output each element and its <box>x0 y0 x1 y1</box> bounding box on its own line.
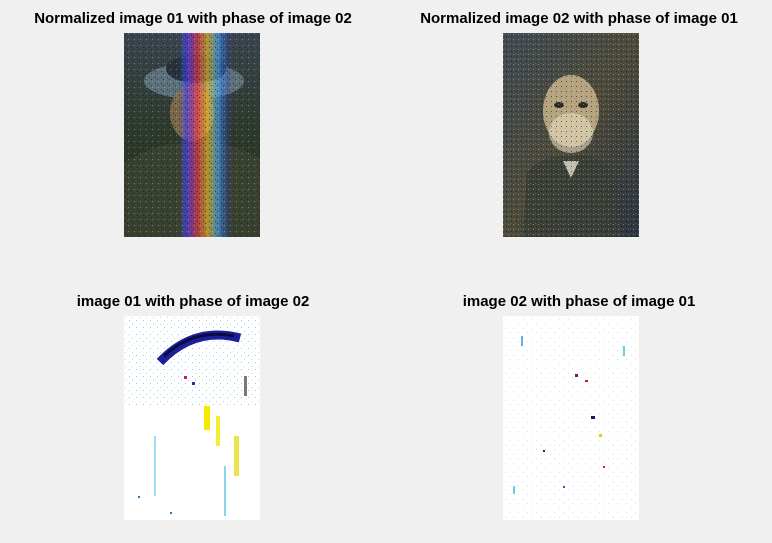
image-01-phase-02 <box>124 316 260 520</box>
subplot-image-02: image 02 with phase of image 01 <box>386 293 772 523</box>
subplot-normalized-image-02: Normalized image 02 with phase of image … <box>386 10 772 240</box>
subplot-title: Normalized image 02 with phase of image … <box>420 10 738 27</box>
subplot-title: image 02 with phase of image 01 <box>462 293 696 310</box>
subplot-title: image 01 with phase of image 02 <box>76 293 310 310</box>
normalized-image-01-phase-02 <box>124 33 260 237</box>
subplot-title: Normalized image 01 with phase of image … <box>34 10 352 27</box>
image-02-phase-01 <box>503 316 639 520</box>
subplot-normalized-image-01: Normalized image 01 with phase of image … <box>0 10 386 240</box>
normalized-image-02-phase-01 <box>503 33 639 237</box>
subplot-image-01: image 01 with phase of image 02 <box>0 293 386 523</box>
